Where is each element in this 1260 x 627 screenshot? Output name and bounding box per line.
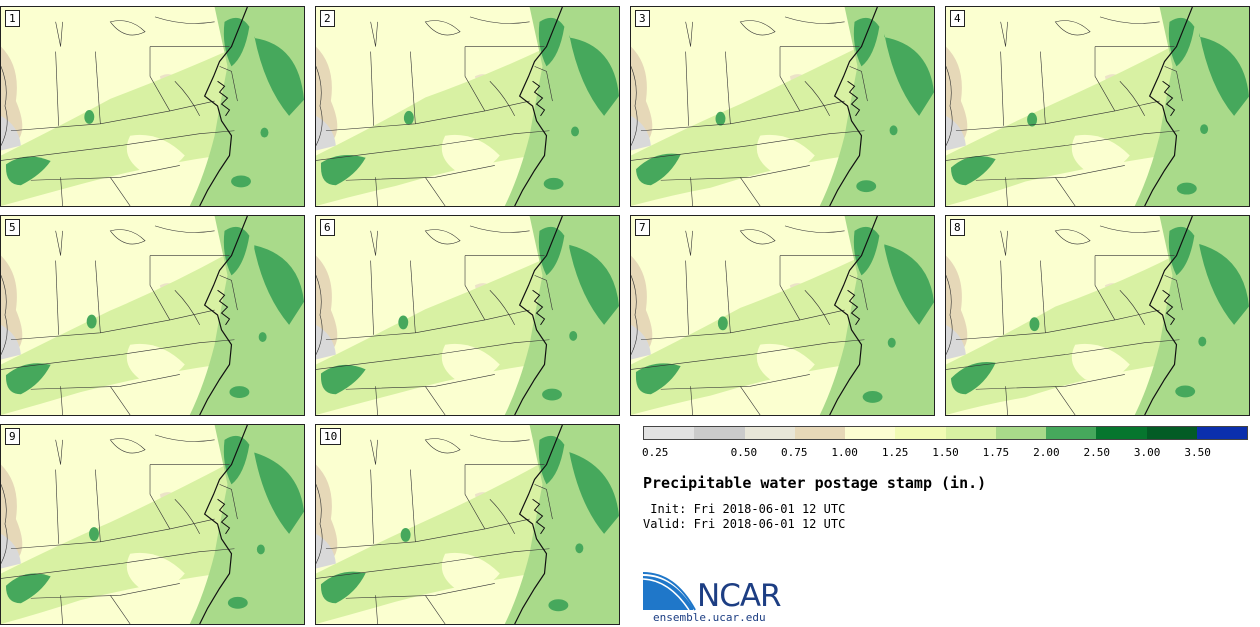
map-2 [316, 7, 619, 206]
panel-label: 7 [635, 219, 650, 236]
site-url: ensemble.ucar.edu [653, 611, 766, 624]
legend-swatch [744, 427, 795, 439]
stamp-panel-2[interactable]: 2 [315, 6, 620, 207]
stamp-panel-1[interactable]: 1 [0, 6, 305, 207]
ncar-logo-text: NCAR [697, 578, 782, 614]
legend-swatch [1146, 427, 1197, 439]
stamp-panel-10[interactable]: 10 [315, 424, 620, 625]
legend-tick-label: 0.75 [781, 446, 808, 459]
map-1 [1, 7, 304, 206]
legend-tick-label: 0.50 [730, 446, 758, 459]
legend-tick-label: 2.00 [1033, 446, 1060, 459]
stamp-panel-3[interactable]: 3 [630, 6, 935, 207]
legend-ticks: 0.25 0.50 0.75 1.00 1.25 1.50 1.75 2.00 2.50 3.00… [641, 446, 1248, 460]
stamp-panel-7[interactable]: 7 [630, 215, 935, 416]
map-6 [316, 216, 619, 415]
legend-swatch [945, 427, 996, 439]
legend-tick-label: 1.75 [982, 446, 1010, 459]
stamp-panel-6[interactable]: 6 [315, 215, 620, 416]
legend-tick-label: 1.25 [881, 446, 909, 459]
map-4 [946, 7, 1249, 206]
init-time: Init: Fri 2018-06-01 12 UTC [643, 502, 846, 516]
legend-tick-label: 2.50 [1083, 446, 1111, 459]
map-3 [631, 7, 934, 206]
legend-swatch [794, 427, 845, 439]
legend-tick-label: 3.50 [1184, 446, 1211, 459]
panel-label: 8 [950, 219, 965, 236]
color-legend [643, 426, 1248, 440]
legend-swatch [1096, 427, 1147, 439]
legend-swatch [895, 427, 946, 439]
panel-label: 4 [950, 10, 965, 27]
panel-label: 2 [320, 10, 335, 27]
ncar-logo-icon [643, 572, 696, 611]
panel-label: 3 [635, 10, 650, 27]
map-10 [316, 425, 619, 624]
map-5 [1, 216, 304, 415]
legend-tick-label: 3.00 [1133, 446, 1161, 459]
panel-label: 1 [5, 10, 20, 27]
chart-title: Precipitable water postage stamp (in.) [643, 474, 987, 492]
stamp-panel-5[interactable]: 5 [0, 215, 305, 416]
stamp-panel-4[interactable]: 4 [945, 6, 1250, 207]
panel-label: 5 [5, 219, 20, 236]
map-9 [1, 425, 304, 624]
map-7 [631, 216, 934, 415]
valid-time: Valid: Fri 2018-06-01 12 UTC [643, 517, 846, 531]
legend-swatch [1196, 427, 1247, 439]
panel-label: 6 [320, 219, 335, 236]
stamp-panel-8[interactable]: 8 [945, 215, 1250, 416]
legend-swatch [845, 427, 896, 439]
legend-swatch [995, 427, 1046, 439]
map-8 [946, 216, 1249, 415]
stamp-panel-9[interactable]: 9 [0, 424, 305, 625]
legend-tick-label: 1.00 [831, 446, 858, 459]
legend-tick-label: 0.25 [641, 446, 669, 459]
panel-label: 10 [320, 428, 342, 445]
legend-tick-label: 1.50 [932, 446, 959, 459]
legend-swatch [644, 427, 695, 439]
legend-swatch [1046, 427, 1097, 439]
panel-label: 9 [5, 428, 20, 445]
legend-swatch [694, 427, 745, 439]
